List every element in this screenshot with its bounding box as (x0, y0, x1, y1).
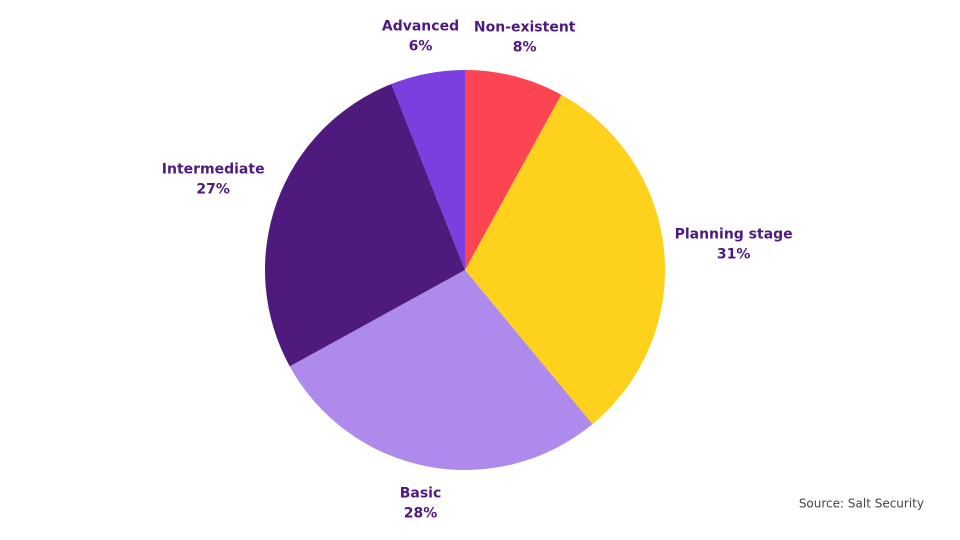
pie-slice (391, 70, 465, 270)
slice-value: 6% (409, 39, 433, 55)
slice-label: Intermediate (162, 161, 265, 177)
slice-value: 27% (196, 181, 230, 197)
pie-slice (465, 70, 562, 270)
slice-value: 28% (404, 505, 438, 521)
slice-label: Advanced (382, 19, 459, 35)
slice-label: Non-existent (474, 20, 576, 36)
slice-label: Basic (400, 485, 442, 501)
pie-slice (265, 84, 465, 367)
slice-label: Planning stage (675, 227, 793, 243)
slice-value: 8% (513, 40, 537, 56)
pie-slice (465, 94, 665, 425)
slice-value: 31% (717, 247, 751, 263)
pie-slice (289, 270, 593, 471)
source-note: Source: Salt Security (799, 497, 924, 511)
